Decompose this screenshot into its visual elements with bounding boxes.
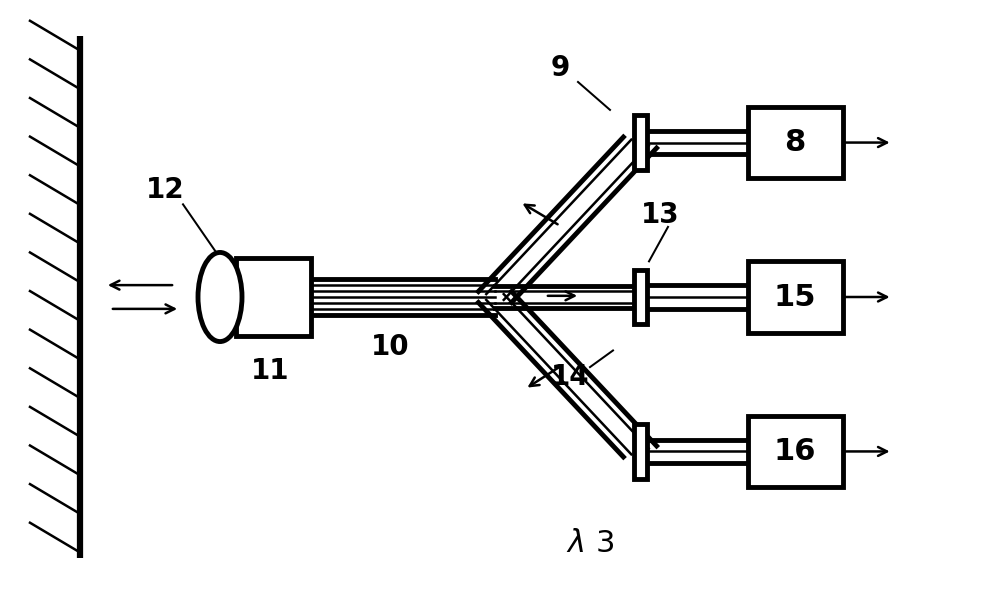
Text: 13: 13 xyxy=(641,201,679,229)
Bar xyxy=(634,115,647,170)
Bar xyxy=(748,107,842,178)
Text: 11: 11 xyxy=(251,357,289,386)
Text: 16: 16 xyxy=(774,437,816,466)
Bar xyxy=(748,416,842,487)
Ellipse shape xyxy=(198,252,242,342)
Text: 10: 10 xyxy=(371,333,409,362)
Bar xyxy=(748,261,842,333)
Text: 14: 14 xyxy=(551,363,589,391)
Text: 12: 12 xyxy=(146,176,184,204)
Text: $\lambda$ 3: $\lambda$ 3 xyxy=(566,529,614,558)
Text: 15: 15 xyxy=(774,283,816,311)
Bar xyxy=(236,258,311,336)
Bar xyxy=(634,270,647,324)
Bar xyxy=(634,424,647,479)
Text: 9: 9 xyxy=(550,54,570,83)
Text: 8: 8 xyxy=(784,128,806,157)
